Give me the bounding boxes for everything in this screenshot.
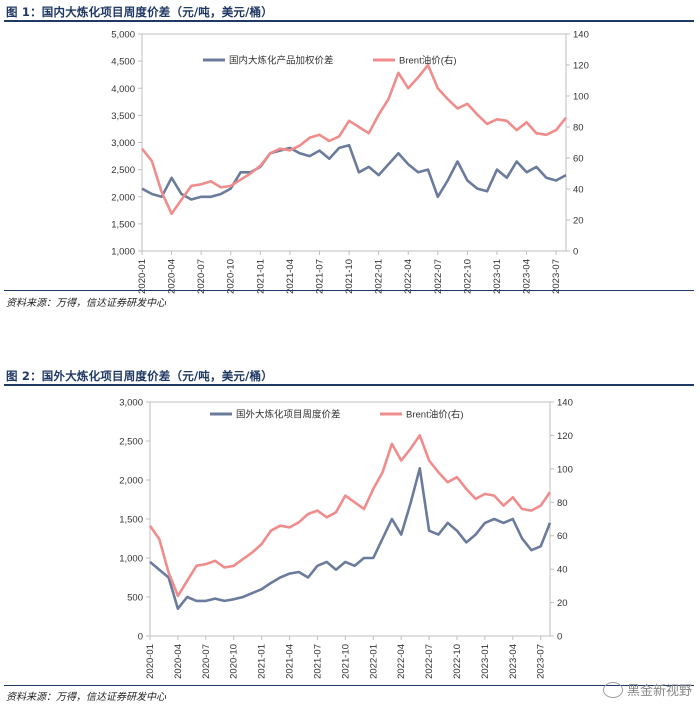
left-axis-tick-label: 4,000 [111,84,135,95]
x-axis-tick-label: 2023-04 [522,259,533,294]
figure1-chart: 1,000 1,500 2,000 2,500 3,000 3,500 4,000 4,500… [111,30,589,294]
left-axis-tick-label: 2,000 [111,192,135,203]
x-axis-tick-label: 2020-10 [226,259,237,294]
figure2-title: 图 2：国外大炼化项目周度价差（元/吨，美元/桶） [6,369,273,383]
x-axis-tick-label: 2020-07 [201,644,212,679]
x-axis-tick-label: 2021-10 [344,259,355,294]
left-axis-tick-label: 4,500 [111,57,135,68]
x-axis-tick-label: 2021-07 [314,259,325,294]
x-axis-tick-label: 2021-01 [255,259,266,294]
x-axis-tick-label: 2023-01 [480,644,491,679]
right-axis-tick-label: 120 [573,61,589,72]
plot-frame [141,33,567,252]
x-axis-tick-label: 2023-04 [508,644,519,679]
right-axis-tick-label: 100 [573,92,589,103]
legend-label: Brent油价(右) [406,409,464,421]
right-axis-tick-label: 0 [573,247,578,258]
x-axis-tick-label: 2021-07 [312,644,323,679]
watermark-text: 黑金新视野 [626,684,692,699]
x-axis-tick-label: 2020-04 [173,644,184,679]
legend-label: Brent油价(右) [399,55,457,67]
left-axis-tick-label: 3,000 [119,398,143,409]
left-axis-tick-label: 5,000 [111,30,135,41]
series-line [149,467,552,610]
x-axis-tick-label: 2022-10 [462,259,473,294]
right-axis-tick-label: 40 [573,185,584,196]
right-axis-tick-label: 40 [557,565,568,576]
x-axis-tick-label: 2022-01 [368,644,379,679]
x-axis-tick-label: 2021-10 [340,644,351,679]
right-axis-tick-label: 20 [573,216,584,227]
x-axis-tick-label: 2022-04 [403,259,414,294]
left-axis-tick-label: 1,000 [111,247,135,258]
x-axis-tick-label: 2022-04 [396,644,407,679]
x-axis-tick-label: 2021-04 [285,259,296,294]
x-axis-tick-label: 2023-01 [492,259,503,294]
x-axis-tick-label: 2020-01 [145,644,156,679]
figure1-title-rule [4,20,694,22]
series-line [148,434,552,598]
right-axis-tick-label: 0 [557,632,562,643]
right-axis-tick-label: 80 [573,123,584,134]
right-axis-tick-label: 60 [573,154,584,165]
right-axis-tick-label: 140 [557,398,573,409]
left-axis-tick-label: 1,500 [111,219,135,230]
figure2-source: 资料来源：万得，信达证券研发中心 [6,692,166,703]
x-axis-tick-label: 2022-07 [424,644,435,679]
right-axis-tick-label: 20 [557,598,568,609]
figure2-title-rule [4,384,694,386]
right-axis-tick-label: 120 [557,431,573,442]
series-line [141,143,567,201]
figure1-source: 资料来源：万得，信达证券研发中心 [6,298,166,309]
x-axis-tick-label: 2022-10 [452,644,463,679]
left-axis-tick-label: 3,500 [111,111,135,122]
x-axis-tick-label: 2020-10 [229,644,240,679]
watermark: 黑金新视野 [602,680,692,699]
x-axis-tick-label: 2021-01 [257,644,268,679]
right-axis-tick-label: 60 [557,531,568,542]
right-axis-tick-label: 140 [573,30,589,41]
left-axis-tick-label: 2,000 [119,476,143,487]
figure2-chart: 0 500 1,000 1,500 2,000 2,500 3,000 0 20 40 60 80 10… [119,398,573,679]
left-axis-tick-label: 1,500 [119,515,143,526]
right-axis-tick-label: 100 [557,464,573,475]
x-axis-tick-label: 2020-07 [196,259,207,294]
series-line [140,63,568,216]
left-axis-tick-label: 1,000 [119,554,143,565]
x-axis-tick-label: 2020-01 [137,259,148,294]
figure1-source-rule [4,290,694,291]
left-axis-tick-label: 2,500 [119,437,143,448]
x-axis-tick-label: 2021-04 [285,644,296,679]
left-axis-tick-label: 500 [127,593,143,604]
figure1-title: 图 1：国内大炼化项目周度价差（元/吨，美元/桶） [6,5,273,19]
right-axis-tick-label: 80 [557,498,568,509]
x-axis-tick-label: 2023-07 [551,259,562,294]
left-axis-tick-label: 3,000 [111,138,135,149]
wechat-icon [602,681,623,698]
x-axis-tick-label: 2022-07 [433,259,444,294]
legend-label: 国内大炼化产品加权价差 [229,55,334,67]
x-axis-tick-label: 2020-04 [167,259,178,294]
left-axis-tick-label: 0 [138,632,143,643]
figure2-source-rule [4,685,694,686]
legend-label: 国外大炼化项目周度价差 [236,409,341,421]
x-axis-tick-label: 2023-07 [536,644,547,679]
x-axis-tick-label: 2022-01 [374,259,385,294]
left-axis-tick-label: 2,500 [111,165,135,176]
